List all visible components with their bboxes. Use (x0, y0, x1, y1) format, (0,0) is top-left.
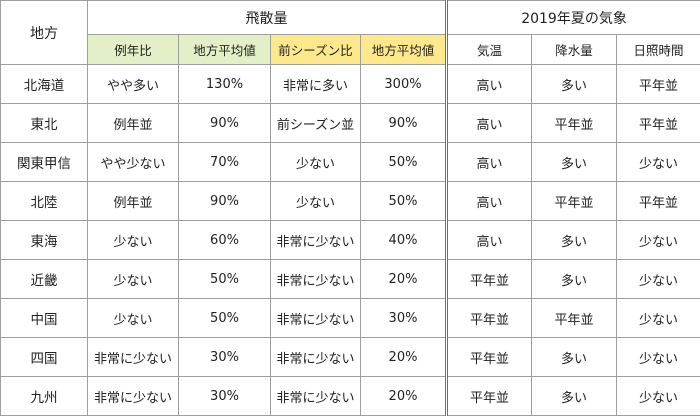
region-cell: 関東甲信 (0, 142, 88, 182)
avg-year-ratio-cell: やや少ない (87, 142, 179, 182)
prev-season-ratio-cell: 非常に少ない (270, 337, 361, 377)
avg-year-ratio-cell: 例年並 (87, 103, 179, 143)
table-row: 北陸 例年並 90% 少ない 50% 高い 平年並 平年並 (0, 181, 700, 221)
table-row: 東海 少ない 60% 非常に少ない 40% 高い 多い 少ない (0, 220, 700, 260)
sunshine-cell: 少ない (615, 259, 700, 299)
table-row: 関東甲信 やや少ない 70% 少ない 50% 高い 多い 少ない (0, 142, 700, 182)
sunshine-cell: 少ない (615, 298, 700, 338)
regional-avg-header-2: 地方平均値 (360, 34, 447, 65)
sunshine-cell: 少ない (615, 142, 700, 182)
temperature-cell: 高い (445, 181, 532, 221)
regional-avg-header-1: 地方平均値 (178, 34, 271, 65)
regional-avg-cell-1: 60% (178, 220, 271, 260)
regional-avg-cell-1: 50% (178, 298, 271, 338)
temperature-cell: 高い (445, 220, 532, 260)
avg-year-ratio-header: 例年比 (87, 34, 179, 65)
precipitation-cell: 平年並 (531, 103, 617, 143)
prev-season-ratio-cell: 非常に少ない (270, 220, 361, 260)
regional-avg-cell-2: 20% (360, 259, 447, 299)
region-cell: 四国 (0, 337, 88, 377)
region-cell: 北陸 (0, 181, 88, 221)
avg-year-ratio-cell: 非常に少ない (87, 337, 179, 377)
region-cell: 東北 (0, 103, 88, 143)
avg-year-ratio-cell: やや多い (87, 64, 179, 104)
precipitation-cell: 多い (531, 337, 617, 377)
regional-avg-cell-1: 50% (178, 259, 271, 299)
regional-avg-cell-2: 20% (360, 376, 447, 416)
temperature-cell: 平年並 (445, 259, 532, 299)
regional-avg-cell-2: 50% (360, 181, 447, 221)
region-cell: 近畿 (0, 259, 88, 299)
prev-season-ratio-cell: 前シーズン並 (270, 103, 361, 143)
temperature-cell: 高い (445, 64, 532, 104)
prev-season-ratio-cell: 非常に少ない (270, 259, 361, 299)
prev-season-ratio-cell: 少ない (270, 181, 361, 221)
regional-avg-cell-2: 30% (360, 298, 447, 338)
region-cell: 北海道 (0, 64, 88, 104)
regional-avg-cell-2: 20% (360, 337, 447, 377)
precipitation-cell: 平年並 (531, 181, 617, 221)
prev-season-ratio-cell: 非常に少ない (270, 376, 361, 416)
region-cell: 東海 (0, 220, 88, 260)
prev-season-ratio-cell: 非常に少ない (270, 298, 361, 338)
precipitation-cell: 多い (531, 142, 617, 182)
regional-avg-cell-1: 130% (178, 64, 271, 104)
table-row: 四国 非常に少ない 30% 非常に少ない 20% 平年並 多い 少ない (0, 337, 700, 377)
precipitation-cell: 多い (531, 220, 617, 260)
regional-avg-cell-2: 50% (360, 142, 447, 182)
sunshine-cell: 平年並 (615, 64, 700, 104)
regional-avg-cell-2: 90% (360, 103, 447, 143)
table-row: 九州 非常に少ない 30% 非常に少ない 20% 平年並 多い 少ない (0, 376, 700, 416)
precipitation-cell: 多い (531, 64, 617, 104)
region-cell: 中国 (0, 298, 88, 338)
regional-avg-cell-2: 300% (360, 64, 447, 104)
sunshine-cell: 平年並 (615, 103, 700, 143)
summer-weather-header: 2019年夏の気象 (444, 0, 700, 35)
precipitation-header: 降水量 (531, 34, 617, 65)
avg-year-ratio-cell: 少ない (87, 298, 179, 338)
sunshine-cell: 少ない (615, 337, 700, 377)
table-row: 東北 例年並 90% 前シーズン並 90% 高い 平年並 平年並 (0, 103, 700, 143)
temperature-cell: 平年並 (445, 337, 532, 377)
prev-season-ratio-cell: 少ない (270, 142, 361, 182)
temperature-cell: 高い (445, 103, 532, 143)
table-row: 北海道 やや多い 130% 非常に多い 300% 高い 多い 平年並 (0, 64, 700, 104)
avg-year-ratio-cell: 非常に少ない (87, 376, 179, 416)
sunshine-cell: 平年並 (615, 181, 700, 221)
table-row: 近畿 少ない 50% 非常に少ない 20% 平年並 多い 少ない (0, 259, 700, 299)
table-row: 中国 少ない 50% 非常に少ない 30% 平年並 平年並 少ない (0, 298, 700, 338)
temperature-cell: 平年並 (445, 298, 532, 338)
regional-avg-cell-1: 70% (178, 142, 271, 182)
precipitation-cell: 平年並 (531, 298, 617, 338)
regional-avg-cell-1: 30% (178, 376, 271, 416)
temperature-cell: 平年並 (445, 376, 532, 416)
avg-year-ratio-cell: 少ない (87, 220, 179, 260)
sunshine-header: 日照時間 (615, 34, 700, 65)
avg-year-ratio-cell: 少ない (87, 259, 179, 299)
regional-avg-cell-2: 40% (360, 220, 447, 260)
temperature-cell: 高い (445, 142, 532, 182)
sunshine-cell: 少ない (615, 220, 700, 260)
prev-season-ratio-header: 前シーズン比 (270, 34, 361, 65)
region-header: 地方 (0, 0, 88, 65)
pollen-amount-header: 飛散量 (87, 0, 447, 35)
regional-avg-cell-1: 30% (178, 337, 271, 377)
temperature-header: 気温 (445, 34, 532, 65)
header-row-sub: 例年比 地方平均値 前シーズン比 地方平均値 気温 降水量 日照時間 (1, 34, 700, 65)
region-cell: 九州 (0, 376, 88, 416)
precipitation-cell: 多い (531, 259, 617, 299)
sunshine-cell: 少ない (615, 376, 700, 416)
header-row-top: 地方 飛散量 2019年夏の気象 (0, 0, 700, 65)
precipitation-cell: 多い (531, 376, 617, 416)
regional-avg-cell-1: 90% (178, 181, 271, 221)
regional-avg-cell-1: 90% (178, 103, 271, 143)
prev-season-ratio-cell: 非常に多い (270, 64, 361, 104)
avg-year-ratio-cell: 例年並 (87, 181, 179, 221)
